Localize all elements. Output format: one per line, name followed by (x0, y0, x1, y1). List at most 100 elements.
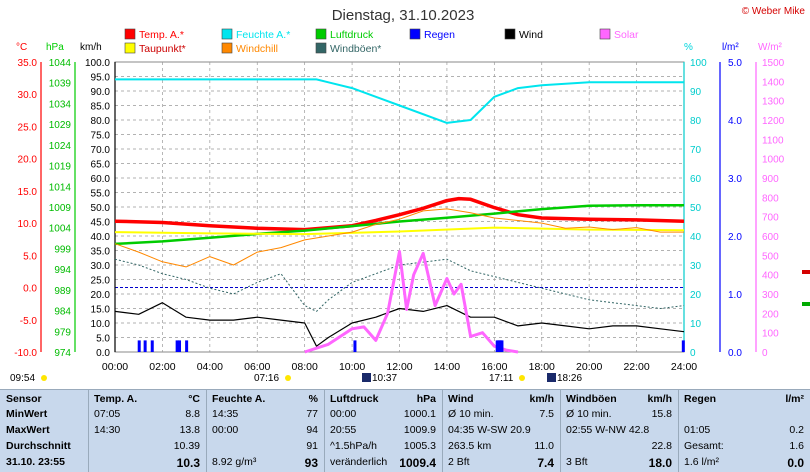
stat-value: 91 (306, 440, 318, 452)
wind-tick-label: 85.0 (91, 102, 111, 113)
sunrise-icon (285, 375, 291, 381)
moonrise-label: 10:37 (372, 373, 397, 384)
rain-bar (150, 340, 154, 352)
stat-value: 8.8 (185, 408, 200, 420)
sunset-label: 17:11 (489, 373, 514, 384)
stat-header: Regen (684, 393, 717, 405)
stat-note: 14:30 (94, 424, 121, 436)
stat-value: 93 (304, 456, 318, 470)
rain-bar (353, 340, 357, 352)
moonrise-icon (362, 373, 371, 382)
row-label: MaxWert (6, 424, 50, 436)
humidity-tick-label: 40 (690, 232, 702, 243)
rain-tick-label: 3.0 (728, 174, 742, 185)
right-edge-partial (802, 270, 810, 306)
wind-tick-label: 0.0 (96, 348, 110, 359)
pressure-tick-label: 984 (54, 307, 71, 318)
stat-value: 10.39 (173, 440, 200, 452)
data-series (114, 78, 685, 354)
pressure-tick-label: 1034 (49, 99, 72, 110)
temp-unit: °C (16, 42, 27, 53)
legend-label: Windböen* (330, 43, 381, 55)
stat-note: Ø 10 min. (448, 408, 494, 420)
legend-swatch (221, 42, 233, 54)
legend-label: Luftdruck (330, 29, 374, 41)
stat-column: Temp. A. °C 07:05 8.8 14:30 13.8 10.39 10.3 (88, 390, 207, 472)
wind-tick-label: 55.0 (91, 189, 111, 200)
stat-value: 0.2 (789, 424, 804, 436)
stat-column: Luftdruck hPa 00:00 1000.1 20:55 1009.9 ^1.5hP… (324, 390, 443, 472)
legend-label: Wind (519, 29, 543, 41)
pressure-tick-label: 1044 (49, 58, 72, 69)
temp-tick-label: 10.0 (18, 219, 38, 230)
pressure-tick-label: 974 (54, 348, 71, 359)
wind-tick-label: 15.0 (91, 305, 111, 316)
series-line (114, 258, 685, 312)
stat-value: 1009.9 (403, 424, 436, 436)
solar-tick-label: 300 (762, 290, 779, 301)
stat-unit: km/h (647, 393, 672, 405)
wind-tick-label: 80.0 (91, 116, 111, 127)
rain-tick-label: 5.0 (728, 58, 742, 69)
stat-unit: °C (188, 393, 200, 405)
x-tick-label: 12:00 (386, 361, 412, 373)
stat-value: 0.0 (787, 456, 804, 470)
stat-note: 07:05 (94, 408, 121, 420)
row-labels-column: Sensor MinWert MaxWert Durchschnitt 31.1… (0, 390, 89, 472)
legend-swatch (124, 28, 136, 40)
stat-value: 10.3 (176, 456, 200, 470)
pressure-tick-label: 1039 (49, 79, 72, 90)
stat-header: Luftdruck (330, 393, 379, 405)
x-tick-label: 06:00 (244, 361, 270, 373)
moonset-label: 18:26 (557, 373, 582, 384)
x-tick-label: 08:00 (292, 361, 318, 373)
rain-bar (185, 340, 189, 352)
solar-tick-label: 900 (762, 174, 779, 185)
solar-unit: W/m² (758, 42, 783, 53)
solar-tick-label: 1500 (762, 58, 785, 69)
stat-unit: hPa (416, 393, 436, 405)
stat-note: 01:05 (684, 424, 711, 436)
legend-swatch (124, 42, 136, 54)
edge-marker (802, 270, 810, 274)
stat-value: 94 (306, 424, 318, 436)
temp-tick-label: 20.0 (18, 155, 38, 166)
humidity-unit: % (684, 42, 693, 53)
wind-tick-label: 90.0 (91, 87, 111, 98)
stat-value: 1.6 (789, 440, 804, 452)
row-label: MinWert (6, 408, 48, 420)
wind-tick-label: 10.0 (91, 319, 111, 330)
stat-note: 02:55 W-NW 42.8 (566, 424, 650, 436)
legend-swatch (599, 28, 611, 40)
stat-value: 18.0 (648, 456, 672, 470)
row-label: Sensor (6, 393, 42, 405)
axis-units: °C hPa km/h % l/m² W/m² (16, 42, 783, 53)
series-line (304, 250, 519, 354)
stat-value: 15.8 (651, 408, 672, 420)
legend-label: Regen (424, 29, 455, 41)
legend-label: Temp. A.* (139, 29, 184, 41)
stat-note: Ø 10 min. (566, 408, 612, 420)
x-tick-label: 18:00 (529, 361, 555, 373)
series-line (114, 208, 684, 268)
stat-note: 00:00 (330, 408, 357, 420)
humidity-tick-label: 30 (690, 261, 702, 272)
axes: 35.0 30.0 25.0 20.0 15.0 10.0 5.0 0.0 -5.0 -10.0 1… (14, 58, 784, 373)
x-tick-label: 02:00 (149, 361, 175, 373)
x-tick-label: 16:00 (481, 361, 507, 373)
left-time-label: 09:54 (10, 373, 35, 384)
stat-note: 04:35 W-SW 20.9 (448, 424, 531, 436)
stat-column: Wind km/h Ø 10 min. 7.5 04:35 W-SW 20.9 263.5… (442, 390, 561, 472)
solar-tick-label: 600 (762, 232, 779, 243)
temp-tick-label: 15.0 (18, 187, 38, 198)
solar-tick-label: 100 (762, 329, 779, 340)
stat-unit: % (308, 393, 318, 405)
stat-note: 263.5 km (448, 440, 492, 452)
stat-value: 77 (306, 408, 318, 420)
x-tick-label: 22:00 (623, 361, 649, 373)
x-tick-label: 20:00 (576, 361, 602, 373)
statistics-table: Sensor MinWert MaxWert Durchschnitt 31.1… (0, 389, 810, 472)
rain-bar (178, 340, 182, 352)
pressure-tick-label: 1014 (49, 182, 72, 193)
rain-unit: l/m² (722, 42, 739, 53)
